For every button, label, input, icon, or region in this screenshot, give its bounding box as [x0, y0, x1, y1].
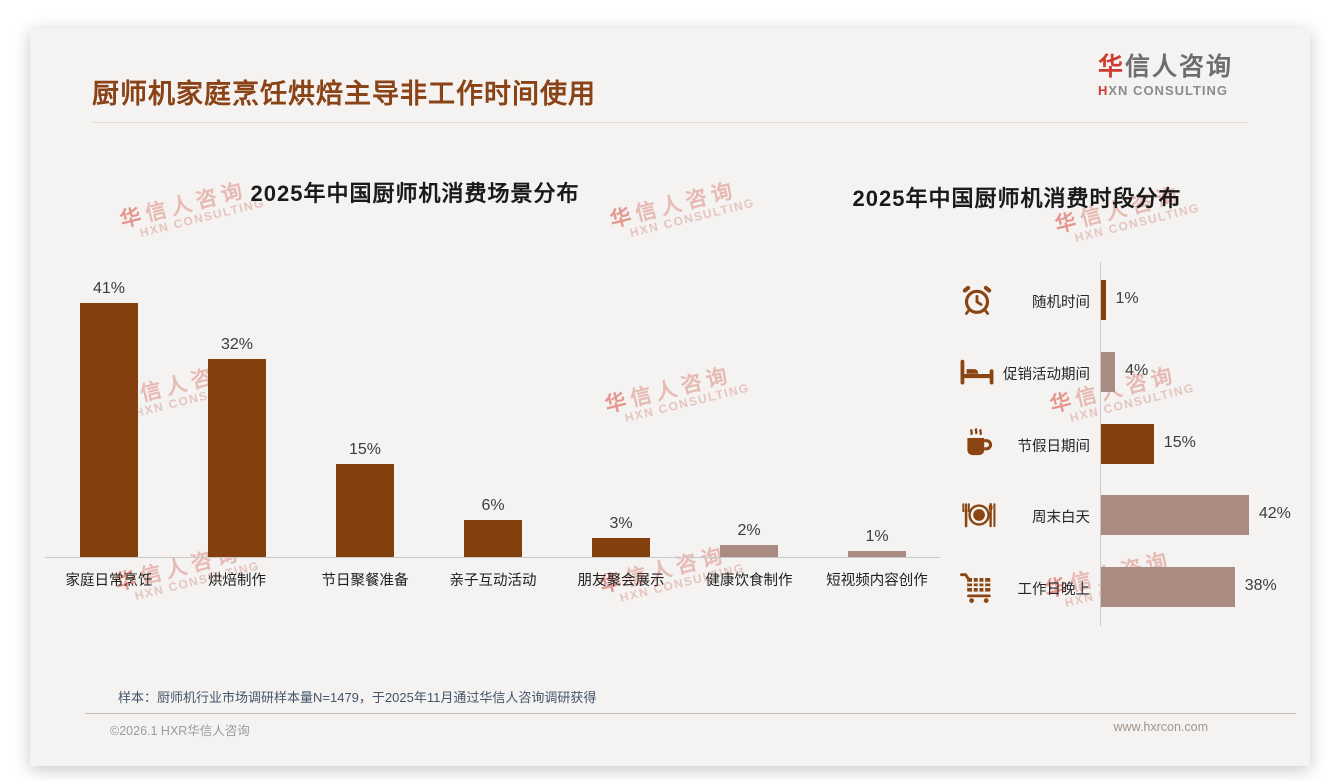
- bar-value-label: 15%: [348, 441, 382, 458]
- category-label: 随机时间: [1032, 295, 1090, 311]
- right-chart-title: 2025年中国厨师机消费时段分布: [852, 186, 1182, 211]
- bed-icon: [955, 350, 999, 394]
- footer-url: www.hxrcon.com: [1113, 720, 1208, 734]
- scenario-bar-chart: 41% 32% 15% 6% 3% 2% 1%: [45, 257, 940, 558]
- category-label: 亲子互动活动: [449, 573, 537, 589]
- category-label: 短视频内容创作: [826, 573, 928, 589]
- report-slide: 华信人咨询 HXN CONSULTING 华信人咨询 HXN CONSULTING 华信…: [30, 28, 1310, 766]
- coffee-mug-icon: [955, 422, 999, 466]
- bar: [1101, 280, 1106, 320]
- category-label: 周末白天: [1032, 510, 1090, 527]
- category-label: 健康饮食制作: [705, 573, 793, 589]
- category-label: 节假日期间: [1017, 438, 1091, 455]
- sample-footnote: 样本：厨师机行业市场调研样本量N=1479，于2025年11月通过华信人咨询调研…: [118, 690, 597, 705]
- company-logo: 华信人咨询 HXN CONSULTING: [1098, 53, 1234, 98]
- bar-value-label: 2%: [737, 521, 761, 539]
- footer-copyright: ©2026.1 HXR华信人咨询: [110, 724, 250, 738]
- bar: [592, 538, 650, 557]
- page-title: 厨师机家庭烹饪烘焙主导非工作时间使用: [92, 79, 596, 109]
- category-label: 工作日晚上: [1017, 582, 1091, 598]
- category-label: 节日聚餐准备: [321, 573, 409, 589]
- bar: [1101, 567, 1235, 607]
- bar-value-label: 32%: [220, 335, 254, 353]
- category-label: 烘焙制作: [208, 573, 266, 589]
- bar: [208, 358, 266, 557]
- bar-value-label: 15%: [1163, 433, 1196, 451]
- scenario-category-axis: 家庭日常烹饪 烘焙制作 节日聚餐准备 亲子互动活动 朋友聚会展示 健康饮食制作 短视频内容创…: [45, 569, 940, 595]
- bar: [720, 544, 778, 557]
- category-label: 促销活动期间: [1003, 366, 1090, 383]
- plate-cutlery-icon: [955, 493, 999, 537]
- title-divider: [92, 122, 1248, 123]
- bar-value-label: 3%: [609, 515, 633, 533]
- right-chart-axis-line: [1100, 262, 1101, 626]
- bar-value-label: 6%: [481, 496, 505, 514]
- bar-value-label: 4%: [1125, 361, 1149, 379]
- bar-value-label: 42%: [1258, 505, 1291, 523]
- bar-value-label: 41%: [92, 279, 126, 297]
- bar: [1101, 351, 1116, 392]
- bar-value-label: 1%: [865, 527, 889, 545]
- shopping-cart-icon: [955, 565, 999, 609]
- bar: [336, 464, 394, 557]
- logo-en-text: HXN CONSULTING: [1098, 82, 1229, 98]
- bar: [1101, 423, 1154, 464]
- bar: [464, 519, 522, 557]
- bar: [80, 302, 138, 557]
- category-label: 朋友聚会展示: [577, 573, 665, 589]
- bar: [1101, 495, 1249, 536]
- left-chart-title: 2025年中国厨师机消费场景分布: [250, 181, 580, 206]
- alarm-clock-icon: [955, 278, 999, 322]
- time-period-bar-chart: 随机时间 1% 促销活动期间 4% 节假日期间 15% 周末白天 42% 工作日晚上 38%: [30, 28, 1310, 766]
- bar: [848, 550, 906, 557]
- category-label: 家庭日常烹饪: [65, 573, 153, 589]
- logo-cn-text: 华信人咨询: [1098, 53, 1234, 81]
- bar-value-label: 1%: [1115, 290, 1139, 307]
- bar-value-label: 38%: [1244, 577, 1277, 594]
- footer-divider: [85, 713, 1296, 714]
